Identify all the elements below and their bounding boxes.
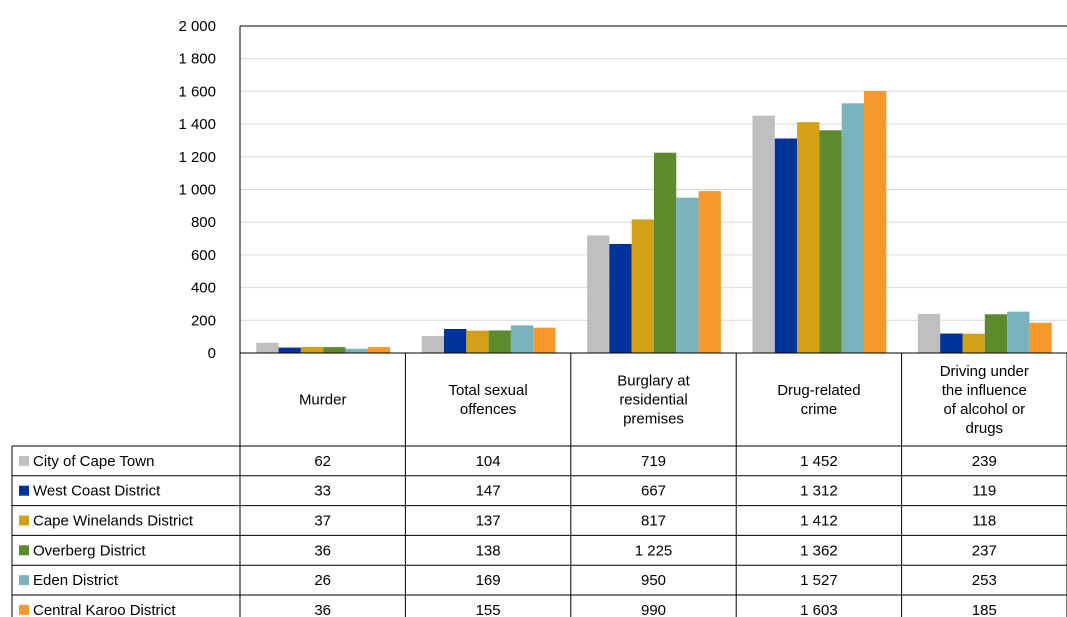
data-label: 719 (641, 453, 666, 470)
bar (841, 103, 864, 353)
data-label: 1 603 (800, 602, 838, 617)
data-label: 1 412 (800, 513, 838, 530)
data-label: 1 527 (800, 572, 838, 589)
category-label: drugs (966, 420, 1004, 437)
bar (367, 347, 391, 353)
category-label: Burglary at (617, 373, 690, 390)
data-label: 1 452 (800, 453, 838, 470)
bar (488, 330, 511, 353)
data-label: 817 (641, 513, 666, 530)
legend-swatch (19, 545, 29, 556)
data-label: 667 (641, 483, 666, 500)
bar (631, 219, 654, 353)
y-tick-label: 400 (191, 280, 216, 297)
bar (984, 314, 1008, 353)
data-table: Murder Total sexual offences Burglary at res… (11, 353, 1067, 617)
data-label: 1 225 (635, 542, 673, 559)
y-tick-label: 1 400 (178, 116, 216, 133)
legend-swatch (19, 515, 29, 526)
category-label: the influence (942, 382, 1027, 399)
y-tick-label: 600 (191, 247, 216, 264)
bar (676, 197, 699, 353)
data-label: 237 (972, 542, 997, 559)
bar (1007, 311, 1030, 353)
data-label: 169 (476, 572, 501, 589)
bar (940, 333, 963, 353)
bar (421, 336, 444, 353)
data-label: 33 (314, 483, 331, 500)
bar (752, 115, 775, 353)
y-tick-label: 200 (191, 312, 216, 329)
data-label: 104 (476, 453, 501, 470)
bar (300, 346, 324, 353)
legend-swatch (19, 575, 29, 586)
category-label: offences (460, 401, 516, 418)
data-label: 62 (314, 453, 331, 470)
legend-label: City of Cape Town (33, 453, 154, 470)
data-label: 118 (972, 513, 996, 530)
category-label: crime (801, 401, 838, 418)
bar (444, 328, 467, 353)
category-label: premises (623, 411, 684, 428)
bar (609, 243, 632, 353)
data-label: 147 (476, 483, 501, 500)
data-label: 155 (476, 602, 501, 617)
bar (323, 347, 346, 353)
data-label: 950 (641, 572, 666, 589)
y-axis: 0 200 400 600 800 1 000 1 200 1 400 1 600 1 800 2 … (178, 18, 1067, 362)
bar (774, 138, 798, 353)
category-label: Total sexual (448, 382, 527, 399)
legend-swatch (19, 455, 29, 466)
bar (345, 348, 368, 353)
bar (256, 342, 279, 353)
category-label: Drug-related (777, 382, 860, 399)
bar (654, 152, 677, 353)
data-label: 36 (314, 542, 331, 559)
legend-label: Central Karoo District (33, 602, 176, 617)
legend-swatch (19, 604, 29, 615)
data-label: 137 (476, 513, 501, 530)
bar (510, 325, 534, 353)
legend-label: Overberg District (33, 542, 146, 559)
bar (1029, 322, 1052, 353)
data-label: 26 (314, 572, 331, 589)
bar (278, 347, 301, 353)
bar (533, 327, 556, 353)
bar (864, 90, 887, 353)
y-tick-label: 1 000 (178, 182, 216, 199)
legend-swatch (19, 485, 29, 496)
bar (797, 122, 820, 353)
category-label: Murder (299, 392, 347, 409)
bar (698, 191, 721, 353)
bar (466, 330, 489, 353)
data-label: 1 362 (800, 542, 838, 559)
data-label: 239 (972, 453, 997, 470)
category-label: residential (619, 392, 687, 409)
data-label: 1 312 (800, 483, 838, 500)
legend-label: West Coast District (33, 483, 161, 500)
category-label: of alcohol or (943, 401, 1025, 418)
legend-label: Cape Winelands District (33, 513, 194, 530)
data-label: 253 (972, 572, 997, 589)
y-tick-label: 1 200 (178, 149, 216, 166)
bar (917, 313, 941, 353)
data-label: 37 (314, 513, 331, 530)
data-label: 185 (972, 602, 997, 617)
y-tick-label: 800 (191, 214, 216, 231)
category-label: Driving under (940, 363, 1029, 380)
data-label: 990 (641, 602, 666, 617)
bar (819, 130, 842, 353)
y-tick-label: 1 800 (178, 51, 216, 68)
data-label: 36 (314, 602, 331, 617)
y-tick-label: 0 (208, 345, 216, 362)
bar (587, 235, 610, 353)
bars (256, 90, 1052, 353)
data-label: 119 (972, 483, 996, 500)
legend-label: Eden District (33, 572, 119, 589)
y-tick-label: 1 600 (178, 83, 216, 100)
bar (962, 333, 985, 353)
y-tick-label: 2 000 (178, 18, 216, 35)
data-label: 138 (476, 542, 501, 559)
